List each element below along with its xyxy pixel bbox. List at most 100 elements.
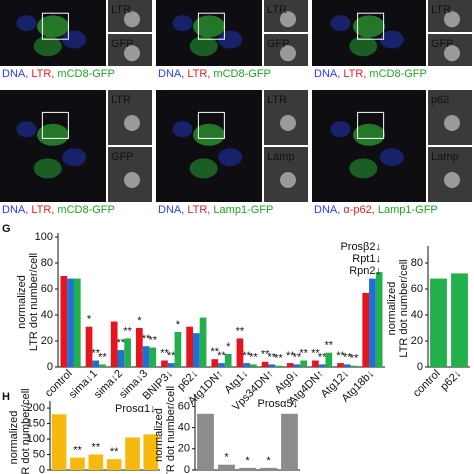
y-tick-label: 60 [41, 283, 53, 295]
y-tick-label: 0 [417, 361, 423, 373]
cell [62, 148, 87, 167]
bar [451, 273, 468, 367]
caption-part: LTR, [31, 68, 57, 80]
caption-part: DNA, [2, 204, 31, 216]
bar [149, 347, 157, 367]
micrograph [156, 90, 262, 202]
caption-part: DNA, [158, 68, 187, 80]
bar [142, 346, 150, 367]
caption: DNA, LTR, mCD8-GFP [158, 68, 271, 80]
inset-label: p62 [431, 94, 449, 106]
inset-spot [124, 11, 140, 28]
panel-letter: E [160, 93, 167, 105]
significance: ** [217, 350, 226, 362]
roi-box [197, 111, 225, 139]
y-tick-label: 0 [39, 464, 45, 474]
cell [353, 123, 385, 146]
significance: * [87, 314, 92, 326]
bar [325, 352, 333, 367]
bar [224, 354, 232, 367]
micrograph [0, 90, 106, 202]
inset-label: GFP [111, 38, 134, 50]
significance: ** [98, 351, 107, 363]
significance: ** [268, 351, 277, 363]
inset-spot [124, 115, 140, 131]
caption-part: LTR, [31, 204, 57, 216]
significance: ** [110, 446, 119, 458]
bar [369, 278, 376, 367]
y-tick-label: 80 [41, 257, 53, 269]
legend-entry: Rpn2↓ [349, 265, 381, 277]
significance: ** [92, 441, 101, 453]
panel-letter: F [316, 93, 323, 105]
significance: ** [336, 350, 345, 362]
bar [85, 326, 93, 367]
significance: ** [261, 349, 270, 361]
inset-spot [280, 11, 296, 28]
bar [92, 360, 100, 367]
y-axis-label: normalized [16, 275, 28, 329]
bar [197, 413, 214, 470]
significance: * [137, 315, 142, 327]
y-axis-label: LTR dot number/cell [28, 253, 40, 351]
bar [218, 464, 235, 470]
bar [106, 459, 122, 470]
cell [189, 36, 218, 57]
bar [135, 328, 143, 367]
significance: * [266, 455, 271, 467]
bar [300, 360, 308, 367]
bar [236, 338, 244, 367]
bar [124, 338, 131, 367]
cell [379, 30, 404, 49]
caption: DNA, α-p62, Lamp1-GFP [314, 204, 438, 216]
bar [143, 434, 159, 470]
y-tick-label: 40 [178, 421, 190, 433]
significance: ** [274, 353, 283, 365]
bar [117, 350, 125, 367]
bar [261, 361, 269, 367]
panel-letter: D [4, 93, 12, 105]
significance: ** [311, 347, 320, 359]
x-tick-label: p62↓ [438, 368, 463, 393]
caption-part: DNA, [314, 68, 343, 80]
condition-label: Atg4DN↑ [316, 52, 360, 64]
y-axis-label: normalized [8, 411, 20, 465]
caption: DNA, LTR, mCD8-GFP [2, 68, 115, 80]
cell [330, 15, 351, 32]
caption-part: mCD8-GFP [213, 68, 270, 80]
cell [33, 158, 62, 179]
inset-spot [124, 45, 140, 62]
inset-spot [444, 115, 460, 131]
bar [110, 321, 118, 367]
bar [51, 414, 67, 470]
significance: ** [117, 337, 126, 349]
bar [430, 278, 447, 367]
y-tick-label: 0 [47, 361, 53, 373]
bar [60, 276, 68, 367]
legend-entry: Prosα1↓ [115, 403, 156, 415]
significance: ** [318, 351, 327, 363]
inset-label: GFP [431, 38, 454, 50]
y-tick-label: 60 [178, 400, 190, 412]
bar [192, 333, 200, 367]
significance: ** [167, 350, 176, 362]
bar [260, 467, 277, 470]
significance: ** [343, 351, 352, 363]
bar [99, 364, 106, 367]
significance: ** [286, 350, 295, 362]
legend-entry: Prosβ2↓ [340, 241, 381, 253]
bar [88, 454, 104, 470]
condition-label: Rpn2↓ [4, 40, 36, 52]
significance: * [224, 452, 229, 464]
bar [243, 363, 251, 367]
condition-label: p62↓ [316, 188, 340, 200]
condition-label: Rpn2↓ [316, 176, 348, 188]
caption-part: mCD8-GFP [369, 68, 426, 80]
inset-spot [444, 45, 460, 62]
caption-part: LTR, [187, 204, 213, 216]
significance: ** [350, 353, 359, 365]
bar [362, 292, 370, 367]
bar [318, 364, 326, 367]
y-tick-label: 200 [27, 402, 45, 414]
bar [73, 278, 81, 367]
